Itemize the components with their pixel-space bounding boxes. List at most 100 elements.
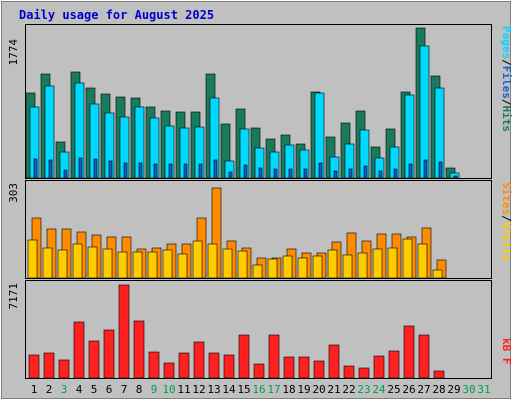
bar-kbytes-kb-f-day-28 <box>433 370 445 379</box>
legend-pages: Pages <box>500 26 512 59</box>
bar-visits-sites-visits-day-2 <box>42 247 53 279</box>
legend-hits-panel: Pages/Files/Hits <box>500 26 512 132</box>
x-label-day-22: 22 <box>342 383 355 396</box>
bar-visits-sites-visits-day-20 <box>312 255 323 279</box>
bar-hits-files-pages-pages-day-8 <box>138 162 143 179</box>
legend-files: Files <box>500 66 512 99</box>
bar-kbytes-kb-f-day-7 <box>118 284 130 379</box>
legend-sep-1: / <box>500 59 512 66</box>
x-label-day-23: 23 <box>357 383 370 396</box>
bar-hits-files-pages-pages-day-18 <box>288 168 293 179</box>
bar-hits-files-pages-pages-day-3 <box>63 169 68 179</box>
bar-visits-sites-visits-day-1 <box>27 239 38 279</box>
bar-hits-files-pages-pages-day-21 <box>333 170 338 179</box>
bar-kbytes-kb-f-day-20 <box>313 360 325 379</box>
bar-visits-sites-visits-day-24 <box>372 248 383 279</box>
bar-hits-files-pages-pages-day-19 <box>303 168 308 179</box>
bar-visits-sites-visits-day-18 <box>282 255 293 279</box>
legend-sep-2: / <box>500 99 512 106</box>
x-label-day-17: 17 <box>267 383 280 396</box>
legend-sep-3: / <box>500 215 512 222</box>
x-label-day-8: 8 <box>136 383 143 396</box>
y-max-label-visits: 303 <box>7 183 20 203</box>
bar-visits-sites-visits-day-6 <box>102 248 113 279</box>
bar-kbytes-kb-f-day-1 <box>28 354 40 379</box>
bar-kbytes-kb-f-day-21 <box>328 344 340 379</box>
bar-hits-files-pages-pages-day-28 <box>438 161 443 179</box>
legend-visits: Visits <box>500 222 512 262</box>
bar-visits-sites-visits-day-23 <box>357 252 368 279</box>
bar-hits-files-pages-pages-day-4 <box>78 157 83 179</box>
x-label-day-21: 21 <box>327 383 340 396</box>
bar-visits-sites-visits-day-7 <box>117 251 128 279</box>
bar-hits-files-pages-pages-day-10 <box>168 163 173 179</box>
bar-kbytes-kb-f-day-18 <box>283 356 295 379</box>
x-label-day-4: 4 <box>76 383 83 396</box>
bar-visits-sites-visits-day-16 <box>252 264 263 279</box>
bar-hits-files-pages-pages-day-29 <box>453 175 458 179</box>
x-label-day-6: 6 <box>106 383 113 396</box>
x-label-day-20: 20 <box>312 383 325 396</box>
bar-kbytes-kb-f-day-14 <box>223 354 235 379</box>
bar-visits-sites-visits-day-28 <box>432 269 443 279</box>
x-label-day-14: 14 <box>222 383 236 396</box>
bar-hits-files-pages-pages-day-6 <box>108 160 113 179</box>
bar-hits-files-pages-pages-day-16 <box>258 167 263 179</box>
bars-group <box>25 27 460 379</box>
bar-visits-sites-visits-day-17 <box>267 258 278 279</box>
bar-hits-files-pages-pages-day-7 <box>123 162 128 179</box>
bar-visits-sites-visits-day-21 <box>327 249 338 279</box>
y-max-label-hits: 1774 <box>7 39 20 66</box>
x-label-day-18: 18 <box>282 383 295 396</box>
legend-visits-panel: Sites/Visits <box>500 182 512 262</box>
bar-visits-sites-visits-day-14 <box>222 248 233 279</box>
bar-hits-files-pages-pages-day-15 <box>243 164 248 179</box>
bar-visits-sites-visits-day-9 <box>147 251 158 279</box>
x-label-day-19: 19 <box>297 383 310 396</box>
bar-kbytes-kb-f-day-19 <box>298 356 310 379</box>
x-label-day-27: 27 <box>417 383 430 396</box>
x-label-day-13: 13 <box>207 383 220 396</box>
bar-hits-files-pages-pages-day-1 <box>33 158 38 179</box>
bar-visits-sites-visits-day-12 <box>192 240 203 279</box>
bar-hits-files-pages-pages-day-17 <box>273 168 278 179</box>
x-axis-labels: 1 2 3 4 5 6 7 8 9 10 11 12 13 14 15 16 17 18 19 20 21 22 23 24 2… <box>31 383 491 396</box>
bar-hits-files-pages-pages-day-2 <box>48 159 53 179</box>
bar-visits-sites-visits-day-13 <box>207 243 218 279</box>
x-label-day-11: 11 <box>177 383 190 396</box>
bar-visits-sites-visits-day-10 <box>162 249 173 279</box>
bar-hits-files-pages-pages-day-13 <box>213 159 218 179</box>
bar-hits-files-pages-pages-day-12 <box>198 163 203 179</box>
bar-visits-sites-visits-day-26 <box>402 238 413 279</box>
bar-hits-files-pages-pages-day-22 <box>348 168 353 179</box>
bar-visits-sites-visits-day-4 <box>72 243 83 279</box>
panel-kb-frame <box>25 280 492 379</box>
bar-kbytes-kb-f-day-9 <box>148 351 160 379</box>
bar-kbytes-kb-f-day-12 <box>193 341 205 379</box>
bar-visits-sites-visits-day-25 <box>387 247 398 279</box>
bar-visits-sites-visits-day-3 <box>57 249 68 279</box>
bar-kbytes-kb-f-day-8 <box>133 320 145 379</box>
x-label-day-25: 25 <box>387 383 400 396</box>
bar-kbytes-kb-f-day-24 <box>373 355 385 379</box>
x-label-day-2: 2 <box>46 383 53 396</box>
bar-hits-files-pages-pages-day-20 <box>318 162 323 179</box>
x-label-day-29: 29 <box>447 383 460 396</box>
x-label-day-7: 7 <box>121 383 128 396</box>
bar-visits-sites-visits-day-11 <box>177 253 188 279</box>
x-label-day-30: 30 <box>462 383 475 396</box>
bar-kbytes-kb-f-day-10 <box>163 362 175 379</box>
bar-hits-files-pages-pages-day-9 <box>153 163 158 179</box>
bar-hits-files-pages-files-day-27 <box>419 45 430 179</box>
bar-visits-sites-visits-day-19 <box>297 257 308 279</box>
x-label-day-26: 26 <box>402 383 415 396</box>
bar-kbytes-kb-f-day-15 <box>238 334 250 379</box>
bar-visits-sites-visits-day-5 <box>87 246 98 279</box>
x-label-day-31: 31 <box>477 383 490 396</box>
bar-kbytes-kb-f-day-25 <box>388 350 400 379</box>
x-label-day-9: 9 <box>151 383 158 396</box>
bar-kbytes-kb-f-day-22 <box>343 365 355 379</box>
